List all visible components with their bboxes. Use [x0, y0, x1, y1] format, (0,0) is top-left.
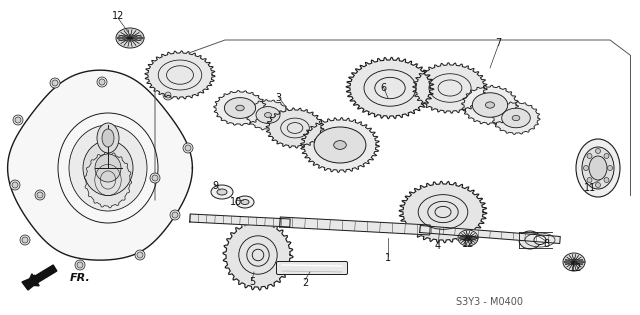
- Ellipse shape: [333, 140, 346, 149]
- Circle shape: [22, 237, 28, 243]
- Circle shape: [13, 115, 23, 125]
- Circle shape: [595, 182, 600, 187]
- Polygon shape: [492, 101, 540, 135]
- Polygon shape: [461, 85, 518, 125]
- Polygon shape: [458, 230, 478, 246]
- Circle shape: [604, 178, 609, 182]
- Polygon shape: [399, 181, 487, 243]
- Circle shape: [595, 148, 600, 153]
- Polygon shape: [22, 268, 55, 290]
- Ellipse shape: [589, 156, 607, 180]
- Text: 7: 7: [495, 38, 501, 48]
- Ellipse shape: [472, 93, 508, 117]
- Ellipse shape: [512, 115, 520, 121]
- Circle shape: [183, 143, 193, 153]
- Circle shape: [15, 117, 21, 123]
- Circle shape: [75, 260, 85, 270]
- Circle shape: [604, 153, 609, 158]
- Text: 2: 2: [302, 278, 308, 288]
- Ellipse shape: [83, 140, 133, 196]
- Polygon shape: [214, 90, 266, 126]
- Ellipse shape: [217, 189, 227, 195]
- Polygon shape: [8, 70, 193, 260]
- Ellipse shape: [95, 154, 121, 182]
- Ellipse shape: [97, 123, 119, 153]
- FancyArrow shape: [27, 265, 57, 286]
- Text: 11: 11: [584, 183, 596, 193]
- Circle shape: [172, 212, 178, 218]
- Polygon shape: [280, 217, 430, 235]
- Polygon shape: [190, 214, 290, 227]
- Polygon shape: [116, 28, 144, 48]
- Circle shape: [165, 92, 171, 98]
- Circle shape: [35, 190, 45, 200]
- Circle shape: [77, 262, 83, 268]
- Circle shape: [137, 252, 143, 258]
- Ellipse shape: [486, 102, 495, 108]
- Polygon shape: [346, 57, 434, 119]
- Circle shape: [163, 90, 173, 100]
- Circle shape: [185, 145, 191, 151]
- Circle shape: [135, 250, 145, 260]
- Polygon shape: [563, 253, 585, 271]
- Ellipse shape: [534, 236, 546, 244]
- Text: 1: 1: [385, 253, 391, 263]
- Ellipse shape: [519, 231, 541, 249]
- Circle shape: [150, 173, 160, 183]
- Ellipse shape: [236, 196, 254, 208]
- Circle shape: [587, 153, 592, 158]
- Polygon shape: [420, 226, 560, 243]
- Circle shape: [99, 79, 105, 85]
- Circle shape: [170, 210, 180, 220]
- Ellipse shape: [256, 106, 280, 123]
- Text: 3: 3: [275, 93, 281, 103]
- Ellipse shape: [225, 98, 255, 118]
- Circle shape: [37, 192, 43, 198]
- Circle shape: [584, 165, 589, 170]
- Text: 10: 10: [230, 197, 242, 207]
- Polygon shape: [84, 152, 132, 208]
- Text: 6: 6: [380, 83, 386, 93]
- Ellipse shape: [576, 139, 620, 197]
- Circle shape: [10, 180, 20, 190]
- Text: 9: 9: [212, 181, 218, 191]
- Polygon shape: [246, 100, 290, 130]
- Ellipse shape: [314, 127, 366, 163]
- Ellipse shape: [236, 105, 244, 111]
- Text: 12: 12: [462, 239, 474, 249]
- Polygon shape: [413, 63, 488, 113]
- Text: 12: 12: [112, 11, 124, 21]
- Ellipse shape: [582, 147, 614, 189]
- Circle shape: [20, 235, 30, 245]
- Ellipse shape: [69, 125, 147, 211]
- Polygon shape: [266, 108, 324, 148]
- Text: 8: 8: [543, 239, 549, 249]
- Polygon shape: [223, 220, 293, 290]
- Polygon shape: [145, 51, 215, 99]
- Circle shape: [607, 165, 612, 170]
- Text: S3Y3 - M0400: S3Y3 - M0400: [456, 297, 524, 307]
- Circle shape: [52, 80, 58, 86]
- Ellipse shape: [241, 199, 249, 204]
- Circle shape: [12, 182, 18, 188]
- Circle shape: [587, 178, 592, 182]
- Ellipse shape: [102, 129, 114, 147]
- Polygon shape: [300, 117, 380, 173]
- Text: 4: 4: [435, 241, 441, 251]
- Ellipse shape: [264, 112, 271, 117]
- Ellipse shape: [211, 185, 233, 199]
- Ellipse shape: [502, 108, 531, 128]
- Text: 5: 5: [249, 277, 255, 287]
- Circle shape: [152, 175, 158, 181]
- Circle shape: [97, 77, 107, 87]
- Circle shape: [50, 78, 60, 88]
- FancyBboxPatch shape: [276, 261, 348, 274]
- Text: 12: 12: [570, 263, 582, 273]
- Text: FR.: FR.: [70, 273, 91, 283]
